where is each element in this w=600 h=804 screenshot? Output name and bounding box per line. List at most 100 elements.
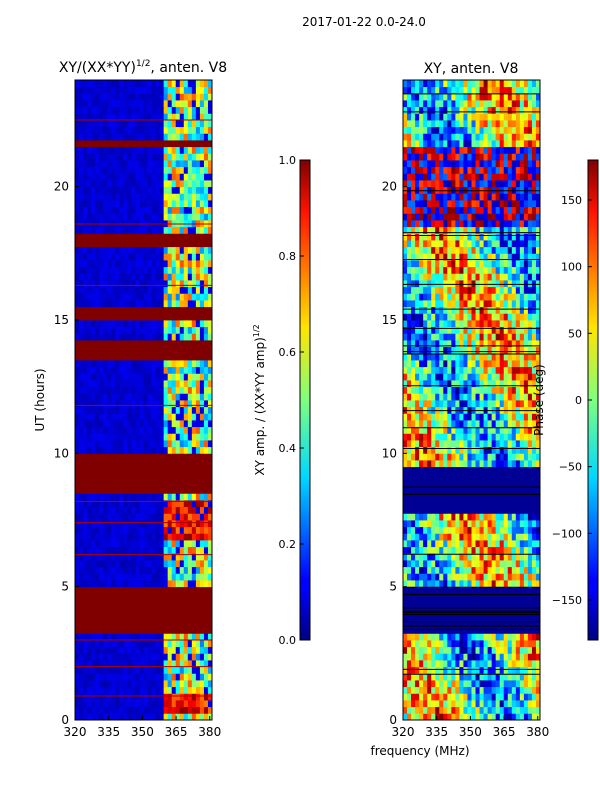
heatmap-cell	[172, 600, 176, 607]
heatmap-cell	[500, 693, 504, 700]
heatmap-cell	[99, 180, 103, 187]
heatmap-cell	[119, 247, 123, 254]
heatmap-cell	[184, 287, 188, 294]
heatmap-cell	[484, 567, 488, 574]
heatmap-cell	[127, 247, 131, 254]
heatmap-cell	[91, 533, 95, 540]
heatmap-cell	[488, 680, 492, 687]
heatmap-cell	[160, 420, 164, 427]
heatmap-cell	[532, 560, 536, 567]
heatmap-cell	[152, 247, 156, 254]
heatmap-cell	[79, 600, 83, 607]
heatmap-cell	[508, 413, 512, 420]
heatmap-cell	[463, 540, 467, 547]
heatmap-cell	[103, 153, 107, 160]
heatmap-cell	[107, 93, 111, 100]
heatmap-cell	[79, 207, 83, 214]
heatmap-cell	[528, 547, 532, 554]
heatmap-cell	[200, 533, 204, 540]
heatmap-cell	[200, 247, 204, 254]
colorbar-tick-label: 0.6	[279, 346, 297, 359]
heatmap-cell	[407, 627, 411, 634]
heatmap-cell	[451, 707, 455, 714]
heatmap-cell	[127, 293, 131, 300]
heatmap-cell	[192, 240, 196, 247]
heatmap-cell	[148, 567, 152, 574]
heatmap-cell	[488, 520, 492, 527]
heatmap-cell	[135, 273, 139, 280]
heatmap-cell	[407, 700, 411, 707]
heatmap-cell	[139, 340, 143, 347]
heatmap-cell	[79, 547, 83, 554]
heatmap-cell	[107, 467, 111, 474]
heatmap-cell	[180, 647, 184, 654]
heatmap-cell	[115, 173, 119, 180]
heatmap-cell	[403, 653, 407, 660]
heatmap-cell	[176, 473, 180, 480]
heatmap-cell	[168, 133, 172, 140]
heatmap-cell	[188, 247, 192, 254]
heatmap-cell	[431, 580, 435, 587]
heatmap-cell	[111, 580, 115, 587]
heatmap-cell	[192, 567, 196, 574]
heatmap-cell	[91, 187, 95, 194]
heatmap-cell	[200, 460, 204, 467]
heatmap-cell	[119, 440, 123, 447]
heatmap-cell	[156, 153, 160, 160]
heatmap-cell	[435, 700, 439, 707]
heatmap-cell	[180, 347, 184, 354]
heatmap-cell	[111, 267, 115, 274]
heatmap-cell	[107, 647, 111, 654]
heatmap-cell	[496, 647, 500, 654]
heatmap-cell	[419, 713, 423, 720]
heatmap-cell	[127, 213, 131, 220]
heatmap-cell	[196, 567, 200, 574]
heatmap-cell	[524, 693, 528, 700]
heatmap-cell	[152, 473, 156, 480]
heatmap-cell	[451, 627, 455, 634]
heatmap-cell	[184, 393, 188, 400]
heatmap-cell	[476, 467, 480, 474]
heatmap-cell	[184, 387, 188, 394]
heatmap-cell	[520, 433, 524, 440]
heatmap-cell	[176, 620, 180, 627]
heatmap-cell	[463, 573, 467, 580]
heatmap-cell	[520, 467, 524, 474]
heatmap-cell	[439, 500, 443, 507]
heatmap-cell	[115, 413, 119, 420]
heatmap-cell	[188, 153, 192, 160]
heatmap-cell	[423, 627, 427, 634]
heatmap-cell	[496, 500, 500, 507]
heatmap-cell	[144, 613, 148, 620]
heatmap-cell	[204, 480, 208, 487]
heatmap-cell	[107, 507, 111, 514]
heatmap-cell	[204, 600, 208, 607]
heatmap-cell	[528, 533, 532, 540]
heatmap-cell	[439, 693, 443, 700]
heatmap-cell	[516, 567, 520, 574]
heatmap-cell	[119, 187, 123, 194]
heatmap-cell	[508, 653, 512, 660]
heatmap-cell	[447, 647, 451, 654]
heatmap-cell	[139, 427, 143, 434]
heatmap-cell	[524, 560, 528, 567]
heatmap-cell	[91, 413, 95, 420]
heatmap-cell	[111, 327, 115, 334]
heatmap-cell	[75, 693, 79, 700]
heatmap-cell	[488, 573, 492, 580]
heatmap-cell	[532, 567, 536, 574]
heatmap-cell	[115, 707, 119, 714]
heatmap-cell	[99, 427, 103, 434]
heatmap-cell	[148, 107, 152, 114]
heatmap-cell	[411, 473, 415, 480]
heatmap-cell	[196, 613, 200, 620]
heatmap-cell	[107, 147, 111, 154]
heatmap-cell	[148, 273, 152, 280]
heatmap-cell	[443, 440, 447, 447]
heatmap-cell	[91, 147, 95, 154]
heatmap-cell	[144, 493, 148, 500]
heatmap-cell	[455, 433, 459, 440]
heatmap-cell	[180, 627, 184, 634]
heatmap-cell	[139, 313, 143, 320]
heatmap-cell	[127, 333, 131, 340]
